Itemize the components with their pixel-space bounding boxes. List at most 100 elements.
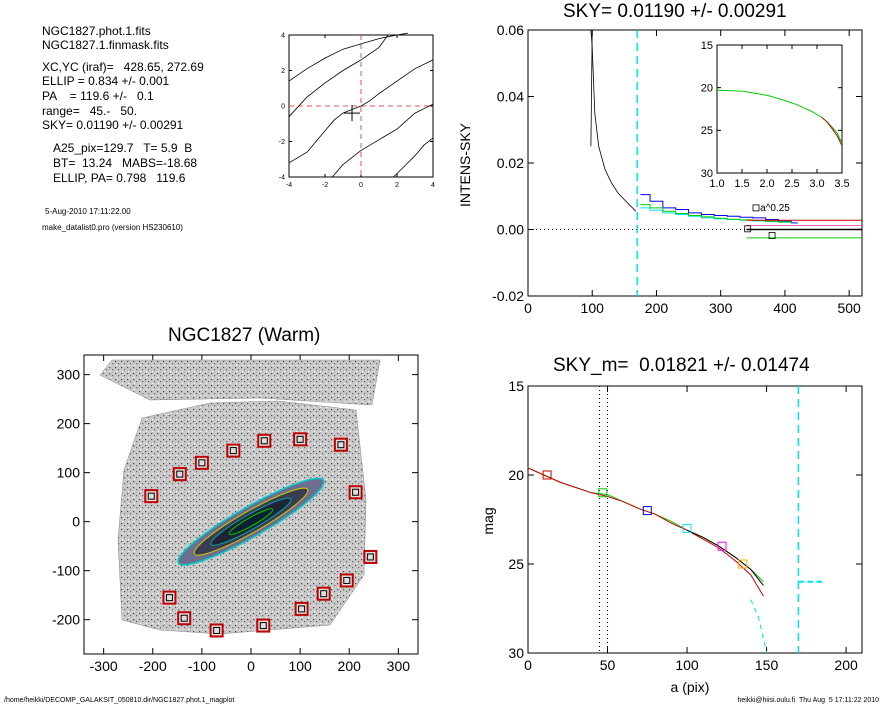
plot-frame <box>527 29 863 297</box>
mask-box-inner <box>337 441 345 449</box>
info-range: range= 45.- 50. <box>42 104 138 118</box>
x-tick-label: 3.0 <box>809 178 824 190</box>
galaxy-core <box>228 508 274 536</box>
x-tick-label: 300 <box>709 300 733 316</box>
plot-frame <box>527 385 863 654</box>
y-tick-label: 25 <box>508 556 524 572</box>
mask-box <box>162 590 177 605</box>
mag-box-marker <box>682 523 692 533</box>
sky-plot-title: SKY= 0.01190 +/- 0.00291 <box>563 1 787 22</box>
mask-box <box>294 601 309 616</box>
x-tick-label: 0 <box>359 182 363 189</box>
mag-plot-xlabel: a (pix) <box>671 679 710 695</box>
mag-profile <box>528 467 764 597</box>
x-tick-label: 2 <box>395 182 399 189</box>
sky-data <box>528 30 862 296</box>
isophote-contour <box>288 34 389 117</box>
info-program: make_datalist0.pro (version HS230610) <box>42 223 183 232</box>
mask-box-inner <box>259 622 267 630</box>
mask-box-inner <box>147 492 155 500</box>
y-tick-label: 30 <box>508 645 524 661</box>
mag-box-marker <box>717 541 727 551</box>
mask-box <box>226 443 241 458</box>
info-bt: BT= 13.24 MABS=-18.68 <box>53 156 198 170</box>
info-ellip-pa: ELLIP, PA= 0.798 119.6 <box>53 171 186 185</box>
info-a25: A25_pix=129.7 T= 5.9 B <box>53 141 193 155</box>
mask-box-inner <box>352 488 360 496</box>
sky-step-series <box>640 204 792 223</box>
mask-box <box>348 485 363 500</box>
sky-profile <box>590 30 637 212</box>
mag-box-marker <box>642 506 652 516</box>
mag-box-marker <box>738 559 748 569</box>
mask-box-inner <box>176 470 184 478</box>
mask-box-inner <box>165 594 173 602</box>
isophote-contour <box>393 137 434 178</box>
isophote-contour <box>288 32 408 82</box>
y-tick-label: 0.00 <box>497 221 524 237</box>
mag-plot-title: SKY_m= 0.01821 +/- 0.01474 <box>553 355 810 376</box>
mag-plot-ylabel: mag <box>480 507 496 534</box>
y-tick-label: -0.02 <box>492 288 524 304</box>
info-date: 5-Aug-2010 17:11:22.00 <box>45 207 131 216</box>
mask-box <box>256 618 271 633</box>
y-tick-label: 300 <box>57 367 81 383</box>
mask-box <box>363 549 378 564</box>
mask-box <box>316 586 331 601</box>
mask-box-inner <box>198 459 206 467</box>
mask-box-inner <box>213 626 221 634</box>
x-tick-label: 100 <box>581 300 605 316</box>
y-tick-label: 25 <box>701 125 713 137</box>
x-tick-label: -100 <box>188 658 216 674</box>
mask-box <box>257 433 272 448</box>
isophote-contour <box>288 59 434 164</box>
sky-box-marker <box>744 225 752 233</box>
x-tick-label: 1.0 <box>709 178 724 190</box>
x-tick-label: 200 <box>834 657 858 673</box>
info-ellip: ELLIP = 0.834 +/- 0.001 <box>42 74 170 88</box>
center-plot: -4 -2 0 2 4 -4 -2 0 2 4 <box>279 32 435 189</box>
x-tick-label: 100 <box>288 658 312 674</box>
mask-box-inner <box>180 614 188 622</box>
mask-box-inner <box>296 435 304 443</box>
x-tick-label: 400 <box>773 300 797 316</box>
inset-profile <box>821 117 843 146</box>
y-tick-label: 100 <box>57 465 81 481</box>
mask-box-inner <box>298 605 306 613</box>
y-tick-label: 0.06 <box>497 22 524 38</box>
x-tick-label: -4 <box>286 182 292 189</box>
sky-box-marker <box>768 232 776 239</box>
y-tick-label: 15 <box>508 378 524 394</box>
x-tick-label: 0 <box>524 300 532 316</box>
y-tick-label: 20 <box>701 83 713 95</box>
plot-frame <box>716 44 843 174</box>
sky-step-series <box>640 194 798 224</box>
sky-plot: 0 100 200 300 400 500 -0.02 0.00 0.02 0.04 0.06 <box>492 22 863 316</box>
y-tick-label: 15 <box>701 40 713 52</box>
mag-profile <box>750 599 768 653</box>
y-tick-label: 0 <box>72 514 80 530</box>
info-sky: SKY= 0.01190 +/- 0.00291 <box>42 118 184 132</box>
image-strip <box>99 359 381 406</box>
x-tick-label: 1.5 <box>734 178 749 190</box>
footer-path: /home/heikki/DECOMP_GALAKSIT_050810.dir/… <box>4 697 235 704</box>
image-plot-title: NGC1827 (Warm) <box>168 325 321 346</box>
mask-box-inner <box>343 576 351 584</box>
x-tick-label: -2 <box>322 182 328 189</box>
x-tick-label: 200 <box>645 300 669 316</box>
isophote-contour <box>331 103 434 178</box>
image-data <box>99 359 381 638</box>
x-tick-label: 2.0 <box>759 178 774 190</box>
x-tick-label: 2.5 <box>784 178 799 190</box>
mag-plot: 0 50 100 150 200 15 20 25 30 <box>508 378 863 673</box>
y-tick-label: 20 <box>508 467 524 483</box>
y-tick-label: 0 <box>281 103 285 110</box>
mask-box <box>144 489 159 504</box>
x-tick-label: -300 <box>90 658 118 674</box>
sky-profile <box>590 30 593 147</box>
mask-box <box>177 611 192 626</box>
image-plot: -300 -200 -100 0 100 200 300 -200 -100 0 100 200 300 <box>52 354 419 674</box>
info-maskname: NGC1827.1.finmask.fits <box>42 38 169 52</box>
x-tick-label: 150 <box>755 657 779 673</box>
